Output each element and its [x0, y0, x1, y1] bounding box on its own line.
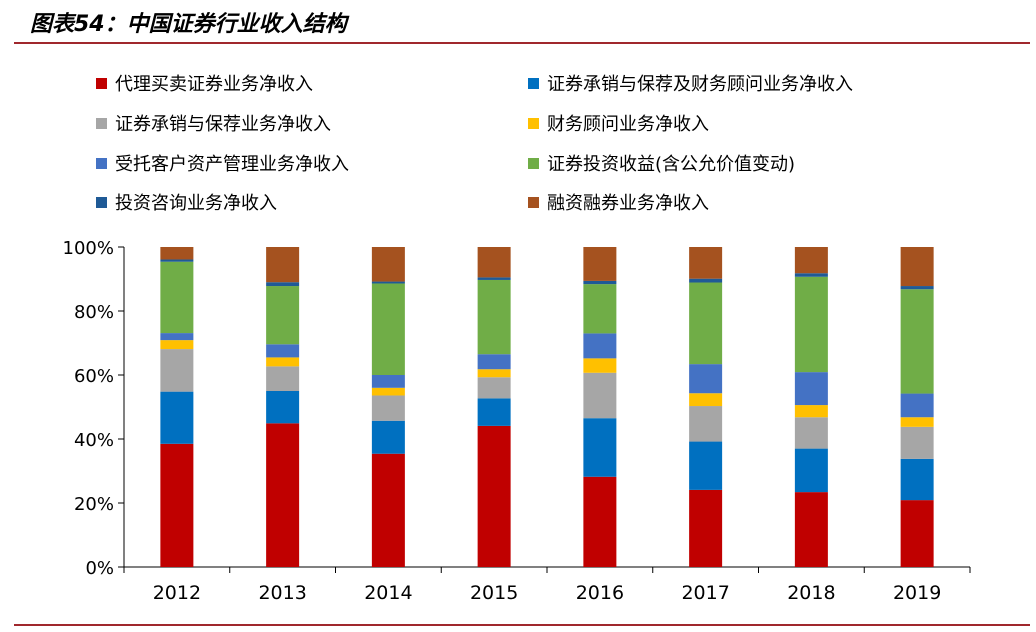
x-tick-label-2012: 2012 [153, 582, 201, 604]
bar-segment-2015-2 [477, 398, 511, 426]
bar-segment-2013-3 [266, 366, 300, 391]
bar-segment-2013-2 [266, 391, 300, 424]
x-tick-label-2014: 2014 [364, 582, 412, 604]
bar-segment-2016-7 [583, 280, 617, 285]
bar-segment-2014-6 [371, 283, 405, 375]
legend-label-5: 受托客户资产管理业务净收入 [115, 154, 349, 175]
x-tick-label-2016: 2016 [576, 582, 624, 604]
bar-segment-2018-1 [794, 492, 828, 567]
bar-segment-2016-8 [583, 247, 617, 281]
bar-segment-2013-1 [266, 423, 300, 567]
bar-segment-2015-8 [477, 247, 511, 278]
bar-segment-2019-4 [900, 417, 934, 427]
legend-label-7: 投资咨询业务净收入 [115, 193, 277, 214]
legend-swatch-5 [96, 158, 107, 169]
bar-segment-2013-8 [266, 247, 300, 283]
bar-segment-2017-4 [689, 393, 723, 407]
bar-segment-2012-5 [160, 333, 194, 341]
legend-swatch-2 [528, 78, 539, 89]
bar-segment-2013-6 [266, 286, 300, 345]
bar-segment-2019-1 [900, 500, 934, 567]
bar-segment-2018-4 [794, 405, 828, 418]
bar-segment-2016-3 [583, 372, 617, 419]
bar-segment-2014-7 [371, 281, 405, 284]
bar-segment-2013-5 [266, 344, 300, 358]
bar-segment-2013-7 [266, 282, 300, 287]
x-tick-label-2013: 2013 [258, 582, 306, 604]
legend-swatch-3 [96, 118, 107, 129]
bar-segment-2015-3 [477, 377, 511, 399]
bar-segment-2016-6 [583, 284, 617, 334]
bar-segment-2014-2 [371, 420, 405, 454]
legend-swatch-6 [528, 158, 539, 169]
x-tick-label-2017: 2017 [681, 582, 729, 604]
bottom-divider [14, 624, 1030, 626]
bar-segment-2017-2 [689, 441, 723, 490]
bar-segment-2019-3 [900, 426, 934, 459]
y-tick-label: 80% [74, 302, 114, 323]
bar-segment-2019-7 [900, 286, 934, 290]
x-tick-label-2019: 2019 [893, 582, 941, 604]
bar-segment-2018-8 [794, 247, 828, 274]
bar-segment-2014-1 [371, 453, 405, 567]
bar-segment-2015-1 [477, 425, 511, 567]
bar-segment-2012-8 [160, 247, 194, 260]
figure-title: 图表54：中国证券行业收入结构 [30, 12, 347, 37]
bar-segment-2018-2 [794, 448, 828, 493]
x-tick-label-2018: 2018 [787, 582, 835, 604]
legend-label-4: 财务顾问业务净收入 [547, 114, 709, 135]
bar-segment-2017-1 [689, 489, 723, 567]
bar-segment-2014-5 [371, 375, 405, 388]
bar-segment-2015-6 [477, 279, 511, 355]
legend-label-6: 证券投资收益(含公允价值变动) [547, 154, 795, 175]
bar-segment-2018-7 [794, 273, 828, 277]
bar-segment-2012-6 [160, 261, 194, 334]
bar-segment-2014-3 [371, 395, 405, 421]
bar-segment-2018-6 [794, 276, 828, 373]
legend-swatch-1 [96, 78, 107, 89]
bar-segment-2014-8 [371, 247, 405, 282]
bar-segment-2012-1 [160, 443, 194, 567]
legend-swatch-4 [528, 118, 539, 129]
bar-segment-2016-2 [583, 418, 617, 477]
bar-segment-2012-7 [160, 259, 194, 262]
bar-segment-2017-5 [689, 364, 723, 394]
y-tick-label: 20% [74, 494, 114, 515]
bar-segment-2012-3 [160, 349, 194, 392]
bar-segment-2015-5 [477, 354, 511, 370]
legend-swatch-7 [96, 197, 107, 208]
bar-segment-2017-3 [689, 406, 723, 442]
legend-label-2: 证券承销与保荐及财务顾问业务净收入 [547, 74, 853, 95]
x-tick-label-2015: 2015 [470, 582, 518, 604]
y-tick-label: 40% [74, 430, 114, 451]
bar-segment-2015-4 [477, 369, 511, 378]
bar-segment-2017-6 [689, 282, 723, 365]
bar-segment-2016-4 [583, 358, 617, 373]
bar-segment-2012-4 [160, 340, 194, 350]
legend-label-8: 融资融券业务净收入 [547, 193, 709, 214]
bar-segment-2016-1 [583, 476, 617, 567]
bar-segment-2015-7 [477, 277, 511, 280]
bar-segment-2018-3 [794, 417, 828, 449]
bar-segment-2017-7 [689, 278, 723, 283]
bar-segment-2016-5 [583, 333, 617, 359]
bar-segment-2017-8 [689, 247, 723, 279]
bar-segment-2019-2 [900, 458, 934, 501]
bar-segment-2019-6 [900, 289, 934, 394]
y-tick-label: 100% [63, 238, 114, 259]
bar-segment-2019-5 [900, 393, 934, 418]
bar-segment-2018-5 [794, 372, 828, 406]
bar-segment-2014-4 [371, 387, 405, 396]
bar-segment-2013-4 [266, 357, 300, 367]
bar-segment-2012-2 [160, 391, 194, 444]
bar-segment-2019-8 [900, 247, 934, 287]
top-divider [14, 42, 1030, 44]
y-tick-label: 60% [74, 366, 114, 387]
y-tick-label: 0% [85, 558, 114, 579]
legend-label-3: 证券承销与保荐业务净收入 [115, 114, 331, 135]
legend-label-1: 代理买卖证券业务净收入 [115, 74, 313, 95]
legend-swatch-8 [528, 197, 539, 208]
